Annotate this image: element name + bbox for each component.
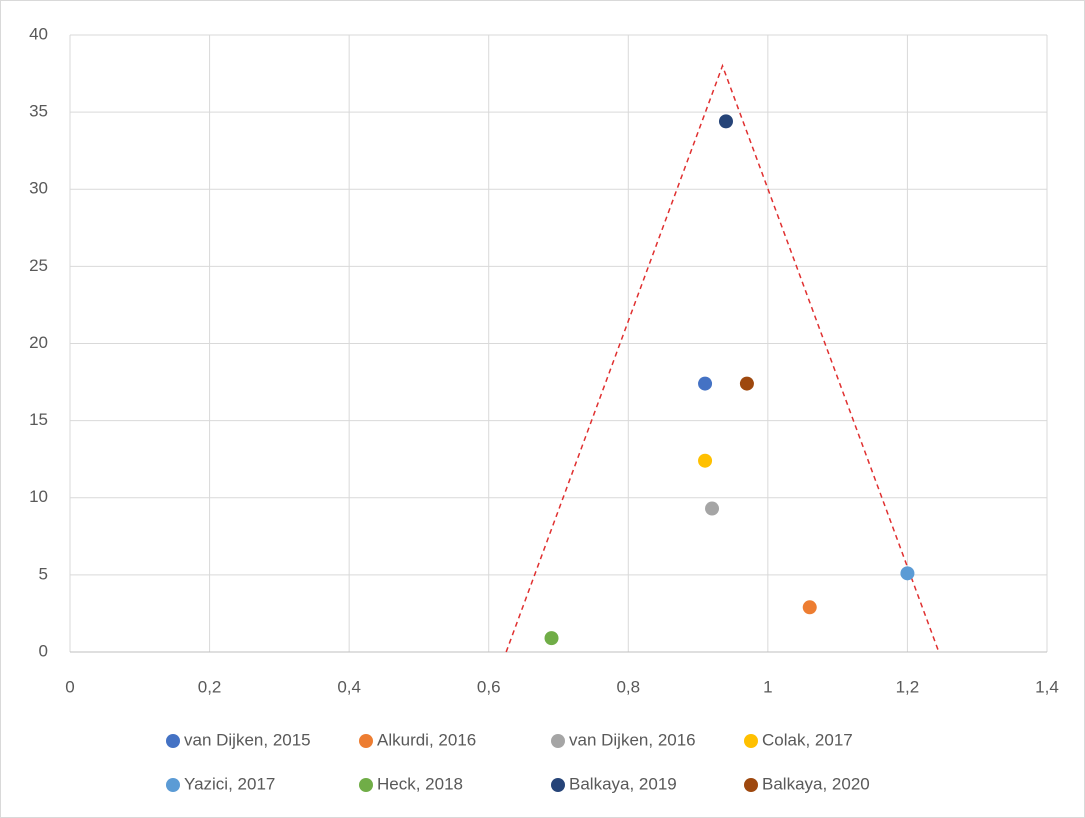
data-point — [698, 376, 713, 391]
legend-label: Balkaya, 2020 — [762, 774, 870, 793]
data-point — [705, 501, 720, 516]
legend-marker — [359, 734, 373, 748]
legend-marker — [166, 778, 180, 792]
legend-label: Alkurdi, 2016 — [377, 730, 476, 749]
y-tick-label: 30 — [29, 179, 48, 198]
legend-label: van Dijken, 2015 — [184, 730, 311, 749]
legend-marker — [166, 734, 180, 748]
x-tick-label: 0,4 — [337, 677, 361, 696]
data-point — [802, 600, 817, 615]
data-point — [900, 566, 915, 581]
legend-marker — [744, 734, 758, 748]
y-tick-label: 25 — [29, 256, 48, 275]
x-tick-label: 0 — [65, 677, 74, 696]
y-tick-label: 35 — [29, 102, 48, 121]
x-tick-label: 1,2 — [896, 677, 920, 696]
legend-label: van Dijken, 2016 — [569, 730, 696, 749]
data-point — [544, 631, 559, 646]
data-point — [698, 453, 713, 468]
y-tick-label: 5 — [39, 564, 48, 583]
funnel-line — [505, 63, 940, 653]
y-tick-label: 10 — [29, 487, 48, 506]
data-point — [739, 376, 754, 391]
legend-label: Colak, 2017 — [762, 730, 853, 749]
legend-marker — [359, 778, 373, 792]
legend-marker — [551, 734, 565, 748]
legend-label: Yazici, 2017 — [184, 774, 275, 793]
y-tick-label: 15 — [29, 410, 48, 429]
data-point — [718, 114, 733, 129]
y-tick-label: 40 — [29, 24, 48, 43]
x-tick-label: 0,8 — [616, 677, 640, 696]
legend-label: Heck, 2018 — [377, 774, 463, 793]
y-tick-label: 20 — [29, 333, 48, 352]
legend-marker — [551, 778, 565, 792]
x-tick-label: 0,6 — [477, 677, 501, 696]
legend-label: Balkaya, 2019 — [569, 774, 677, 793]
legend-marker — [744, 778, 758, 792]
x-tick-label: 1,4 — [1035, 677, 1059, 696]
x-tick-label: 1 — [763, 677, 772, 696]
y-tick-label: 0 — [39, 641, 48, 660]
x-tick-label: 0,2 — [198, 677, 222, 696]
